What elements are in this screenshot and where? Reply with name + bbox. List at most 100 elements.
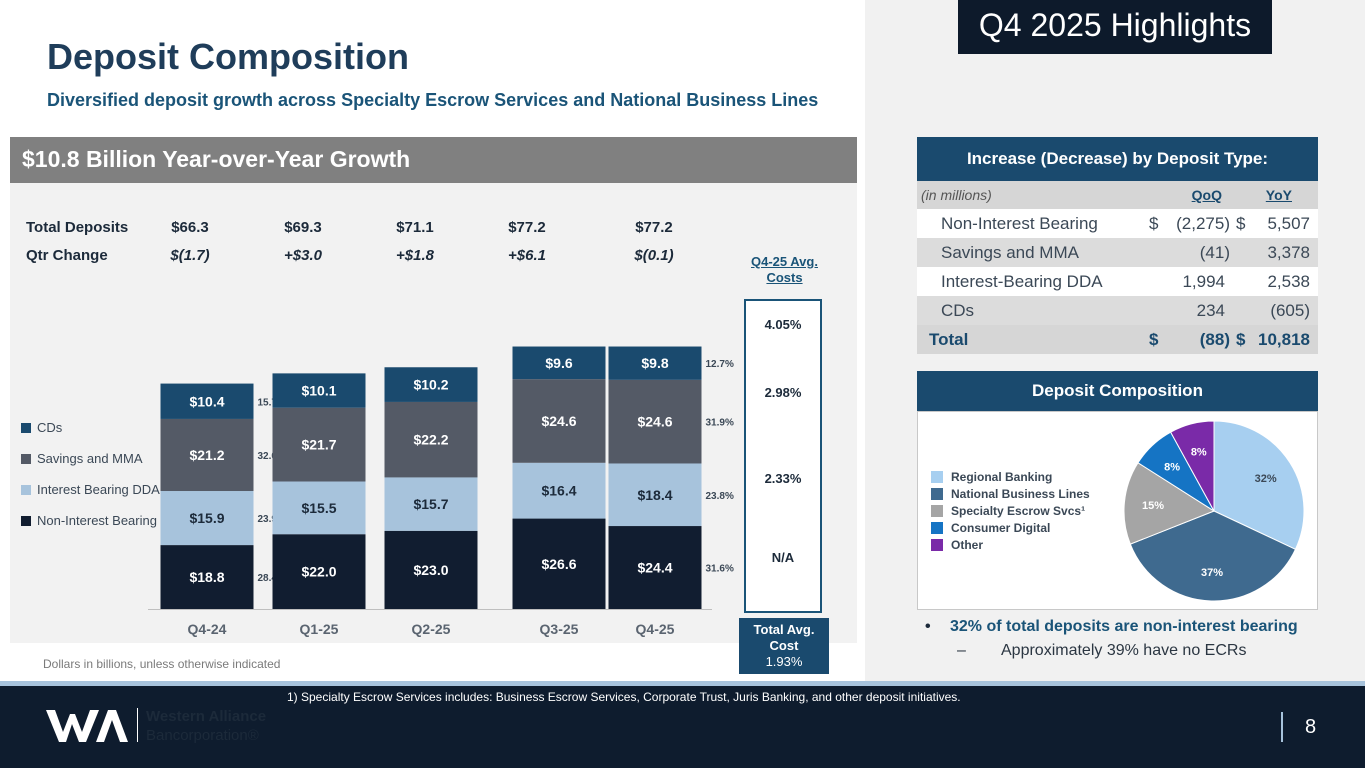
yoy-value: (605) — [1270, 301, 1310, 320]
total-deposits-value: $66.3 — [171, 219, 209, 236]
pie-legend-item: National Business Lines — [931, 487, 1090, 501]
pie-legend-label: Regional Banking — [951, 470, 1053, 484]
data-label: $21.7 — [301, 437, 336, 453]
pie-slice-label: 37% — [1201, 567, 1223, 579]
qtr-change-value: $(0.1) — [634, 247, 674, 264]
legend-item-ib-dda: Interest Bearing DDA — [21, 482, 160, 497]
table-row: Non-Interest Bearing $ (2,275) $ 5,507 — [917, 209, 1318, 238]
legend-swatch — [931, 539, 943, 551]
legend-swatch — [21, 423, 31, 433]
x-tick-label: Q4-24 — [188, 621, 227, 637]
data-label: $18.4 — [637, 487, 672, 503]
percent-label: 23.8% — [706, 491, 734, 502]
qtr-change-value: +$1.8 — [396, 247, 434, 264]
pie-legend-item: Specialty Escrow Svcs¹ — [931, 504, 1085, 518]
total-deposits-value: $77.2 — [508, 219, 546, 236]
total-deposits-label: Total Deposits — [26, 219, 129, 236]
bar-segment — [160, 545, 254, 609]
table-row: Interest-Bearing DDA 1,994 2,538 — [917, 267, 1318, 296]
page-number: 8 — [1305, 716, 1317, 738]
bar-segment — [384, 367, 478, 402]
pie-slice-label: 15% — [1142, 500, 1164, 512]
data-label: $9.6 — [545, 355, 572, 371]
legend-swatch — [21, 516, 31, 526]
pie-slice — [1123, 462, 1216, 545]
page-subtitle: Diversified deposit growth across Specia… — [47, 90, 819, 110]
bullet-non-interest: • 32% of total deposits are non-interest … — [925, 618, 1298, 636]
avg-cost-nib: N/A — [771, 550, 795, 565]
avg-costs-box — [744, 299, 822, 613]
sub-bullet-ecr: – Approximately 39% have no ECRs — [957, 642, 1246, 660]
legend-swatch — [931, 488, 943, 500]
avg-cost-savings: 2.98% — [764, 385, 802, 400]
legend-item-nib: Non-Interest Bearing — [21, 513, 157, 528]
qoq-value: (41) — [1199, 243, 1230, 262]
dollar-sign: $ — [1149, 214, 1159, 233]
data-label: $10.2 — [413, 377, 448, 393]
pie-legend-item: Other — [931, 538, 983, 552]
data-label: $10.1 — [301, 383, 336, 399]
percent-label: 23.9% — [258, 514, 286, 525]
bar-segment — [512, 379, 606, 463]
data-label: $22.2 — [413, 432, 448, 448]
bar-segment — [608, 526, 702, 609]
bar-segment — [272, 373, 366, 408]
pie-slice-label: 8% — [1164, 461, 1180, 473]
data-label: $22.0 — [301, 564, 336, 580]
logo-divider — [137, 708, 138, 742]
pie-legend-label: Consumer Digital — [951, 521, 1051, 535]
brand-name-sub: Bancorporation® — [146, 727, 259, 744]
legend-label: Savings and MMA — [37, 451, 143, 466]
data-label: $15.5 — [301, 500, 336, 516]
total-avg-cost-label: Total Avg. Cost — [753, 622, 815, 653]
dollar-sign: $ — [1149, 330, 1159, 349]
legend-label: CDs — [37, 420, 63, 435]
qtr-change-value: +$3.0 — [284, 247, 322, 264]
bar-segment — [272, 534, 366, 609]
legend-item-cds: CDs — [21, 420, 62, 435]
growth-banner: $10.8 Billion Year-over-Year Growth — [10, 137, 857, 183]
data-label: $15.9 — [189, 510, 224, 526]
data-label: $24.6 — [541, 413, 576, 429]
bar-segment — [608, 346, 702, 380]
highlights-badge: Q4 2025 Highlights — [958, 0, 1272, 54]
data-label: $10.4 — [189, 393, 224, 409]
units-label: (in millions) — [921, 187, 992, 203]
total-label: Total — [929, 330, 969, 349]
bar-segment — [512, 462, 606, 519]
table-header-row: (in millions) QoQ YoY — [917, 181, 1318, 209]
dollar-sign: $ — [1236, 214, 1246, 233]
total-deposits-value: $77.2 — [635, 219, 673, 236]
row-label: Non-Interest Bearing — [941, 214, 1098, 233]
pie-legend-label: Specialty Escrow Svcs¹ — [951, 504, 1086, 518]
western-alliance-logo-icon — [46, 710, 128, 742]
x-tick-label: Q1-25 — [300, 621, 339, 637]
deposit-composition-header: Deposit Composition — [917, 371, 1318, 411]
avg-costs-title: Q4-25 Avg. Costs — [751, 254, 818, 285]
x-tick-label: Q3-25 — [540, 621, 579, 637]
percent-label: 31.9% — [706, 418, 734, 429]
qoq-value: 1,994 — [1182, 272, 1225, 291]
pie-legend-label: National Business Lines — [951, 487, 1090, 501]
qtr-change-label: Qtr Change — [26, 247, 108, 264]
stacked-bar-chart: $18.8 28.4% $15.9 23.9% $21.2 32.0% $10.4 15.7%… — [148, 346, 734, 637]
bullet-glyph: • — [925, 618, 931, 635]
total-yoy-value: 10,818 — [1258, 330, 1310, 349]
footer-bar — [0, 686, 1365, 768]
footnote: 1) Specialty Escrow Services includes: B… — [287, 690, 961, 704]
total-qoq-value: (88) — [1199, 330, 1230, 349]
percent-label: 32.0% — [258, 451, 286, 462]
deposit-type-table: (in millions) QoQ YoY Non-Interest Beari… — [917, 181, 1318, 354]
table-total-row: Total $ (88) $ 10,818 — [917, 325, 1318, 354]
percent-label: 31.6% — [706, 564, 734, 575]
data-label: $9.8 — [641, 355, 668, 371]
yoy-value: 5,507 — [1267, 214, 1310, 233]
qoq-value: 234 — [1196, 301, 1225, 320]
page-divider — [1281, 712, 1283, 742]
bar-segment — [608, 463, 702, 527]
legend-swatch — [21, 485, 31, 495]
legend-item-savings: Savings and MMA — [21, 451, 143, 466]
bar-segment — [272, 407, 366, 482]
dash-glyph: – — [957, 642, 966, 659]
page-title: Deposit Composition — [47, 36, 409, 77]
